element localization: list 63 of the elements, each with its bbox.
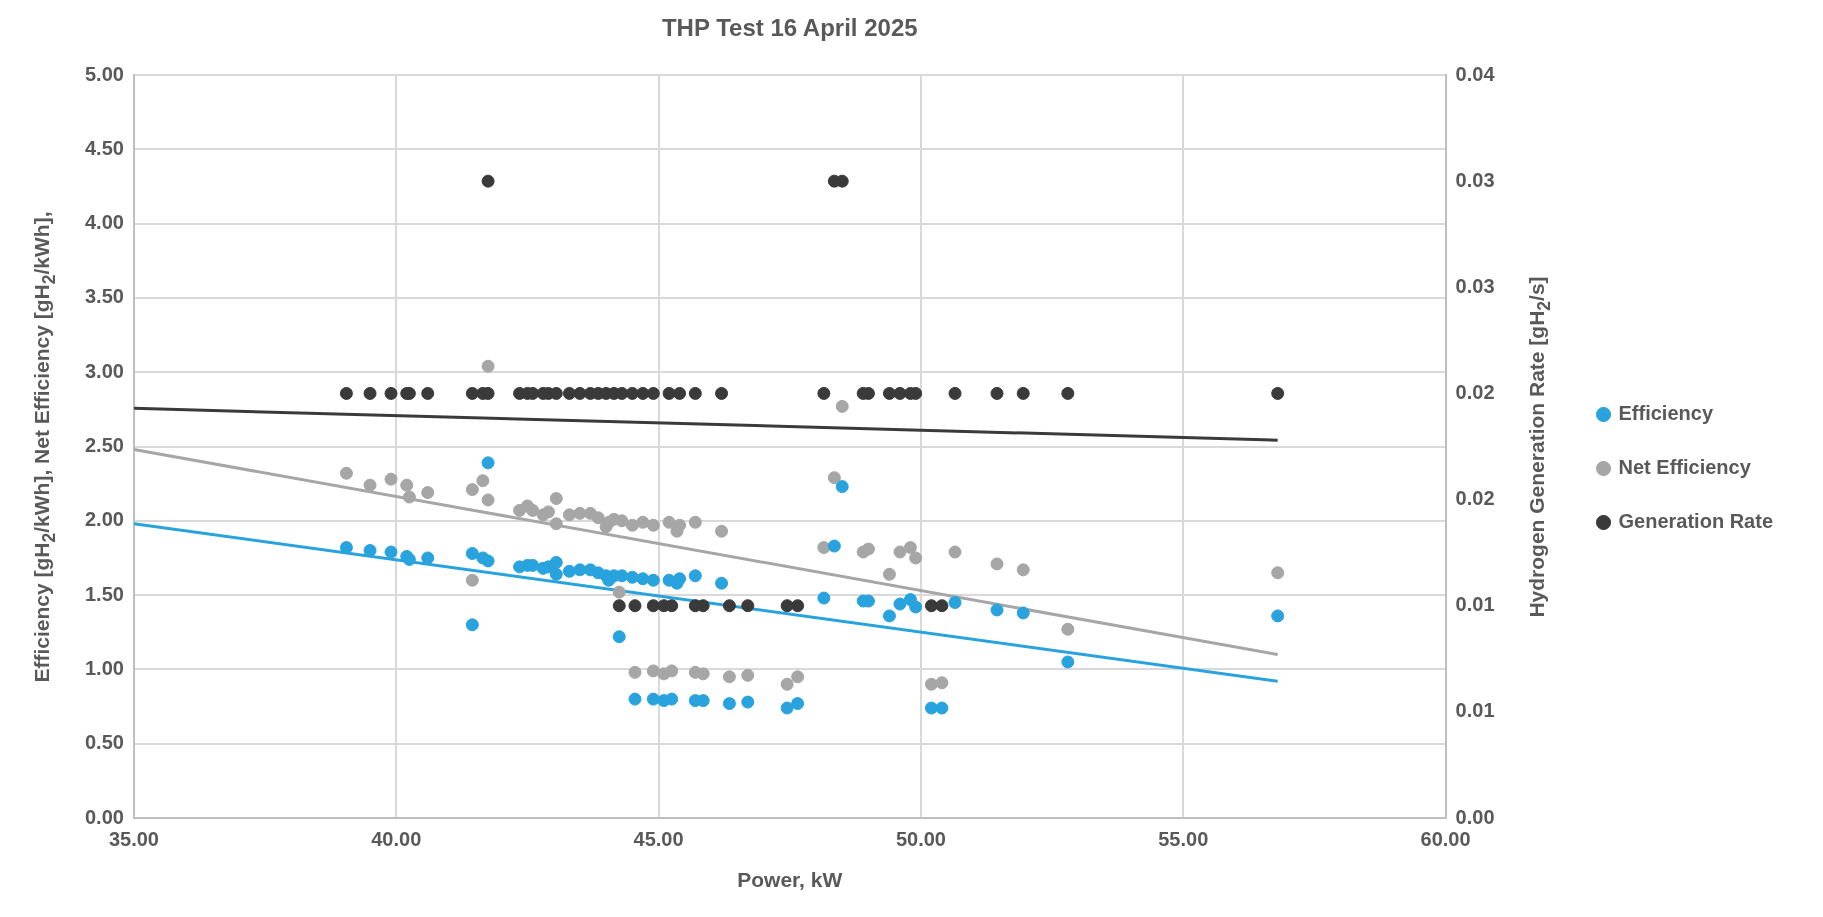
y-tick-label: 3.50 bbox=[84, 285, 124, 308]
point bbox=[665, 599, 679, 613]
y2-tick-label: 0.02 bbox=[1455, 380, 1495, 403]
point bbox=[688, 386, 702, 400]
point bbox=[673, 386, 687, 400]
point bbox=[636, 386, 650, 400]
point bbox=[882, 386, 896, 400]
x-tick-label: 55.00 bbox=[1158, 827, 1209, 850]
y-tick-label: 1.50 bbox=[84, 582, 124, 605]
point bbox=[562, 386, 576, 400]
legend-label: Efficiency bbox=[1618, 402, 1714, 425]
y2-tick-label: 0.01 bbox=[1455, 699, 1495, 722]
y2-tick-label: 0.04 bbox=[1455, 62, 1496, 85]
point bbox=[465, 386, 479, 400]
point bbox=[339, 386, 353, 400]
y-tick-label: 2.00 bbox=[84, 508, 124, 531]
point bbox=[722, 599, 736, 613]
x-tick-label: 40.00 bbox=[371, 827, 422, 850]
point bbox=[741, 599, 755, 613]
point bbox=[817, 386, 831, 400]
point bbox=[384, 386, 398, 400]
point bbox=[924, 599, 938, 613]
legend-label: Net Efficiency bbox=[1618, 456, 1752, 479]
y-tick-label: 1.00 bbox=[84, 656, 124, 679]
point bbox=[363, 386, 377, 400]
point bbox=[1061, 386, 1075, 400]
point bbox=[646, 599, 660, 613]
point bbox=[935, 599, 949, 613]
point bbox=[625, 386, 639, 400]
point bbox=[1016, 386, 1030, 400]
x-tick-label: 60.00 bbox=[1420, 827, 1471, 850]
y2-tick-label: 0.03 bbox=[1455, 168, 1495, 191]
chart-title: THP Test 16 April 2025 bbox=[661, 14, 918, 42]
point bbox=[791, 599, 805, 613]
y-tick-label: 5.00 bbox=[84, 62, 124, 85]
y2-tick-label: 0.03 bbox=[1455, 274, 1495, 297]
point bbox=[780, 599, 794, 613]
y2-tick-label: 0.01 bbox=[1455, 593, 1495, 616]
y-tick-label: 0.00 bbox=[84, 805, 124, 828]
point bbox=[662, 386, 676, 400]
y2-tick-label: 0.00 bbox=[1455, 805, 1495, 828]
point bbox=[628, 599, 642, 613]
legend-label: Generation Rate bbox=[1618, 510, 1773, 533]
point bbox=[573, 386, 587, 400]
x-tick-label: 35.00 bbox=[108, 827, 159, 850]
point bbox=[948, 386, 962, 400]
point bbox=[481, 174, 495, 188]
point bbox=[646, 386, 660, 400]
point bbox=[715, 386, 729, 400]
point bbox=[893, 386, 907, 400]
y2-tick-label: 0.02 bbox=[1455, 487, 1495, 510]
point bbox=[612, 599, 626, 613]
y-tick-label: 4.00 bbox=[84, 211, 124, 234]
y-tick-label: 3.00 bbox=[84, 359, 124, 382]
x-tick-label: 45.00 bbox=[633, 827, 684, 850]
point bbox=[1271, 386, 1285, 400]
y-tick-label: 4.50 bbox=[84, 136, 124, 159]
x-axis-title: Power, kW bbox=[737, 868, 843, 892]
x-tick-label: 50.00 bbox=[895, 827, 946, 850]
point bbox=[990, 386, 1004, 400]
point bbox=[421, 386, 435, 400]
y-tick-label: 0.50 bbox=[84, 731, 124, 754]
y-tick-label: 2.50 bbox=[84, 434, 124, 457]
